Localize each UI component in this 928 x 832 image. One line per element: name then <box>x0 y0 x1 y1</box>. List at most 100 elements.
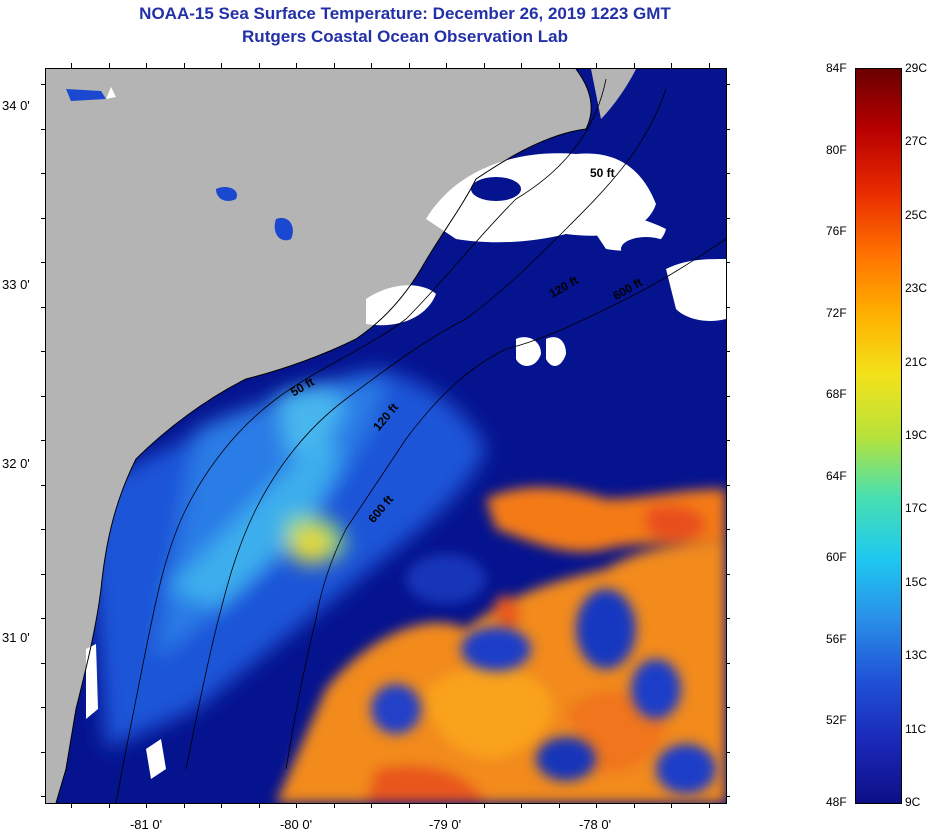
axis-tick <box>333 63 335 68</box>
colorbar-label-celsius: 25C <box>905 207 928 222</box>
axis-tick <box>183 63 185 68</box>
longitude-label: -79 0' <box>428 817 462 832</box>
axis-tick <box>726 173 730 174</box>
axis-tick <box>408 63 410 68</box>
colorbar-label-celsius: 13C <box>905 648 928 663</box>
axis-tick <box>726 217 730 219</box>
axis-tick <box>483 803 485 808</box>
colorbar-label-celsius: 15C <box>905 574 928 589</box>
axis-tick <box>726 262 730 263</box>
axis-tick <box>726 84 730 85</box>
temperature-colorbar <box>855 68 902 804</box>
colorbar-label-celsius: 17C <box>905 501 928 516</box>
axis-tick <box>596 803 597 808</box>
cloud-cover <box>86 87 726 779</box>
longitude-label: -80 0' <box>279 817 313 832</box>
axis-tick <box>41 529 45 530</box>
land-mass <box>46 69 592 803</box>
isobath-label: 50 ft <box>590 166 615 180</box>
axis-tick <box>41 84 45 85</box>
axis-tick <box>633 803 635 808</box>
axis-tick <box>41 707 45 708</box>
latitude-label: 34 0' <box>2 98 30 113</box>
axis-tick <box>41 573 45 575</box>
axis-tick <box>41 484 45 486</box>
colorbar-label-celsius: 23C <box>905 281 928 296</box>
axis-tick <box>41 128 45 130</box>
colorbar-label-celsius: 29C <box>905 61 928 75</box>
land-mass-north <box>591 69 636 119</box>
axis-tick <box>71 803 72 808</box>
axis-tick <box>333 803 335 808</box>
axis-tick <box>41 173 45 174</box>
axis-tick <box>446 803 447 808</box>
axis-tick <box>41 306 45 308</box>
axis-tick <box>726 796 730 797</box>
axis-tick <box>596 63 597 68</box>
axis-tick <box>296 803 297 808</box>
axis-tick <box>296 63 297 68</box>
axis-tick <box>726 440 730 441</box>
coastline <box>55 69 592 803</box>
axis-tick <box>71 63 72 68</box>
axis-tick <box>258 803 260 808</box>
axis-tick <box>726 395 730 397</box>
colorbar-label-fahrenheit: 52F <box>826 713 847 728</box>
map-subtitle: Rutgers Coastal Ocean Observation Lab <box>242 27 568 46</box>
axis-tick <box>371 803 372 808</box>
map-title: NOAA-15 Sea Surface Temperature: Decembe… <box>139 4 671 23</box>
colorbar-label-fahrenheit: 76F <box>826 224 847 239</box>
longitude-label: -81 0' <box>129 817 163 832</box>
axis-tick <box>726 751 730 753</box>
cold-eddies <box>371 554 716 794</box>
axis-tick <box>558 63 560 68</box>
axis-tick <box>726 618 730 619</box>
axis-tick <box>41 796 45 797</box>
axis-tick <box>41 262 45 263</box>
colorbar-label-fahrenheit: 48F <box>826 795 847 809</box>
axis-tick <box>221 63 222 68</box>
latitude-label: 31 0' <box>2 630 30 645</box>
sst-map <box>45 68 727 804</box>
colorbar-label-fahrenheit: 84F <box>826 61 847 75</box>
colorbar-label-celsius: 11C <box>905 721 927 736</box>
axis-tick <box>146 803 147 808</box>
isobath-contours <box>115 78 726 803</box>
axis-tick <box>726 128 730 130</box>
axis-tick <box>726 351 730 352</box>
axis-tick <box>726 484 730 486</box>
axis-tick <box>41 351 45 352</box>
axis-tick <box>41 751 45 753</box>
colorbar-label-fahrenheit: 56F <box>826 631 847 646</box>
axis-tick <box>671 803 672 808</box>
inland-water <box>66 89 293 241</box>
axis-tick <box>41 395 45 397</box>
colorbar-label-fahrenheit: 80F <box>826 142 847 157</box>
sst-map-image <box>46 69 726 803</box>
colorbar-label-celsius: 19C <box>905 428 928 442</box>
axis-tick <box>521 63 522 68</box>
axis-tick <box>671 63 672 68</box>
axis-tick <box>41 618 45 619</box>
axis-tick <box>408 803 410 808</box>
latitude-label: 32 0' <box>2 456 30 471</box>
colorbar-label-fahrenheit: 60F <box>826 550 847 565</box>
colorbar-label-celsius: 27C <box>905 134 928 149</box>
axis-tick <box>726 707 730 708</box>
latitude-label: 33 0' <box>2 277 30 292</box>
colorbar-label-celsius: 21C <box>905 354 928 369</box>
axis-tick <box>221 803 222 808</box>
axis-tick <box>258 63 260 68</box>
axis-tick <box>726 662 730 664</box>
axis-tick <box>41 662 45 664</box>
axis-tick <box>146 63 147 68</box>
axis-tick <box>108 803 110 808</box>
axis-tick <box>558 803 560 808</box>
axis-tick <box>41 217 45 219</box>
axis-tick <box>726 529 730 530</box>
axis-tick <box>108 63 110 68</box>
axis-tick <box>633 63 635 68</box>
colorbar-label-celsius: 9C <box>905 795 921 809</box>
colorbar-label-fahrenheit: 68F <box>826 387 847 402</box>
axis-tick <box>371 63 372 68</box>
